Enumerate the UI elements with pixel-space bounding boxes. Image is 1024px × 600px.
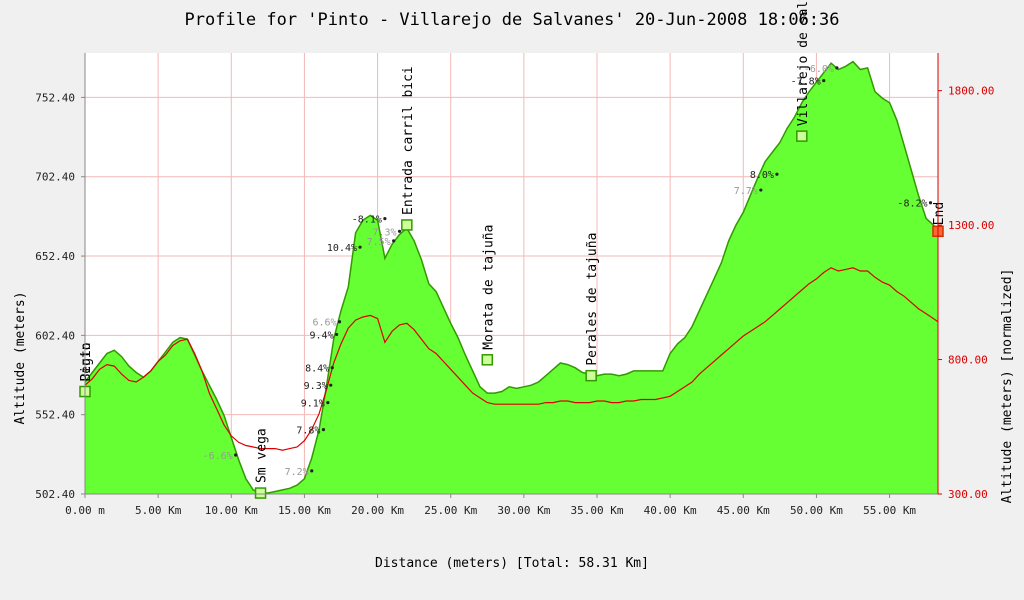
grade-point — [835, 66, 839, 70]
y-axis-right-label: Altitude (meters) [normalized] — [1000, 269, 1015, 504]
normalized-line — [84, 267, 939, 451]
grade-label: -8.2% — [897, 199, 927, 210]
grade-point — [383, 217, 387, 221]
x-tick-label: 40.00 Km — [644, 504, 697, 517]
x-tick-label: 30.00 Km — [497, 504, 550, 517]
y-tick-label: 652.40 — [35, 250, 75, 263]
waypoint-marker — [254, 487, 267, 499]
grade-label: 7.8% — [296, 426, 320, 437]
grade-label: 8.0% — [750, 170, 774, 181]
chart-title: Profile for 'Pinto - Villarejo de Salvan… — [184, 10, 839, 30]
grade-point — [321, 427, 326, 432]
waypoint-label: Entrada carril bici — [401, 66, 416, 215]
grade-point — [759, 188, 763, 192]
x-axis-label: Distance (meters) [Total: 58.31 Km] — [375, 556, 649, 571]
y-tick-label: 552.40 — [35, 409, 75, 422]
x-tick-label: 20.00 Km — [351, 504, 404, 517]
grade-label: -6.6% — [203, 451, 233, 462]
y-tick-label: 602.40 — [35, 329, 75, 342]
waypoint-label: Perales de tajuña — [585, 233, 600, 366]
grade-point — [822, 79, 826, 83]
x-tick-label: 10.00 Km — [205, 504, 258, 517]
elevation-line — [84, 60, 939, 494]
x-tick-label: 45.00 Km — [717, 504, 770, 517]
grade-label: 6.6% — [312, 318, 336, 329]
grade-label: 7.5% — [367, 237, 391, 248]
x-tick-label: 5.00 Km — [135, 504, 182, 517]
waypoint-marker — [401, 219, 413, 231]
grade-point — [310, 469, 314, 473]
grade-point — [358, 245, 362, 249]
tick-labels: 0.00 m 5.00 Km 10.00 Km 15.00 Km 20.00 Km 25.… — [35, 85, 994, 517]
y-tick-label: 752.40 — [35, 91, 75, 104]
grade-point — [330, 366, 334, 370]
waypoint-label: Villarejo de salvanes — [796, 0, 811, 126]
grade-label: -7.8% — [791, 77, 821, 88]
waypoint-marker — [796, 130, 808, 142]
grade-point — [928, 201, 933, 205]
grade-labels: -6.6% 7.2% 7.8% 9.1% 9.3% 8.4% 9.4%6.6% 10.4% 7.… — [203, 64, 933, 478]
waypoint-label: End — [932, 202, 947, 225]
y-right-tick-label: 1300.00 — [948, 219, 994, 232]
waypoint-marker — [481, 354, 494, 366]
grade-label: 9.4% — [310, 330, 334, 341]
elevation-fill — [85, 61, 938, 494]
x-tick-label: 50.00 Km — [790, 504, 843, 517]
grade-point — [397, 229, 402, 233]
x-tick-label: 15.00 Km — [278, 504, 331, 517]
grade-label: -8.1% — [352, 215, 382, 226]
x-tick-label: 25.00 Km — [424, 504, 477, 517]
y-right-tick-label: 800.00 — [948, 354, 988, 367]
grade-point — [335, 332, 339, 337]
grade-label: 9.1% — [301, 399, 325, 410]
x-tick-label: 55.00 Km — [863, 504, 916, 517]
waypoint-label: Pinto — [79, 342, 94, 381]
waypoint-label: Begin — [79, 342, 94, 381]
y-axis-label: Altitude (meters) — [13, 291, 28, 424]
grade-label: 9.3% — [304, 381, 328, 392]
grade-label: 7.2% — [285, 467, 309, 478]
y-right-tick-label: 1800.00 — [948, 85, 994, 98]
waypoint-label: Sm vega — [255, 428, 270, 483]
x-tick-label: 0.00 m — [65, 504, 105, 517]
elevation-area — [84, 60, 939, 494]
x-tick-label: 35.00 Km — [571, 504, 624, 517]
y-tick-label: 702.40 — [35, 171, 75, 184]
grade-label: 8.4% — [305, 364, 329, 375]
y-right-tick-label: 300.00 — [948, 488, 988, 501]
waypoint-label: Morata de tajuña — [481, 225, 496, 350]
grade-point — [329, 383, 333, 387]
grade-label: 10.4% — [327, 243, 357, 254]
grade-point — [326, 401, 330, 405]
grade-point — [337, 320, 342, 324]
grade-label: 7.3% — [372, 227, 396, 238]
grade-label: 7.7% — [734, 186, 758, 197]
grade-point — [392, 239, 396, 243]
grade-point — [234, 453, 238, 457]
axes — [84, 53, 939, 495]
normalized-altitude-line — [84, 267, 939, 451]
grade-label: -6.0% — [804, 64, 834, 75]
waypoint-marker — [585, 369, 597, 382]
y-tick-label: 502.40 — [35, 488, 75, 501]
grade-point — [775, 172, 779, 176]
